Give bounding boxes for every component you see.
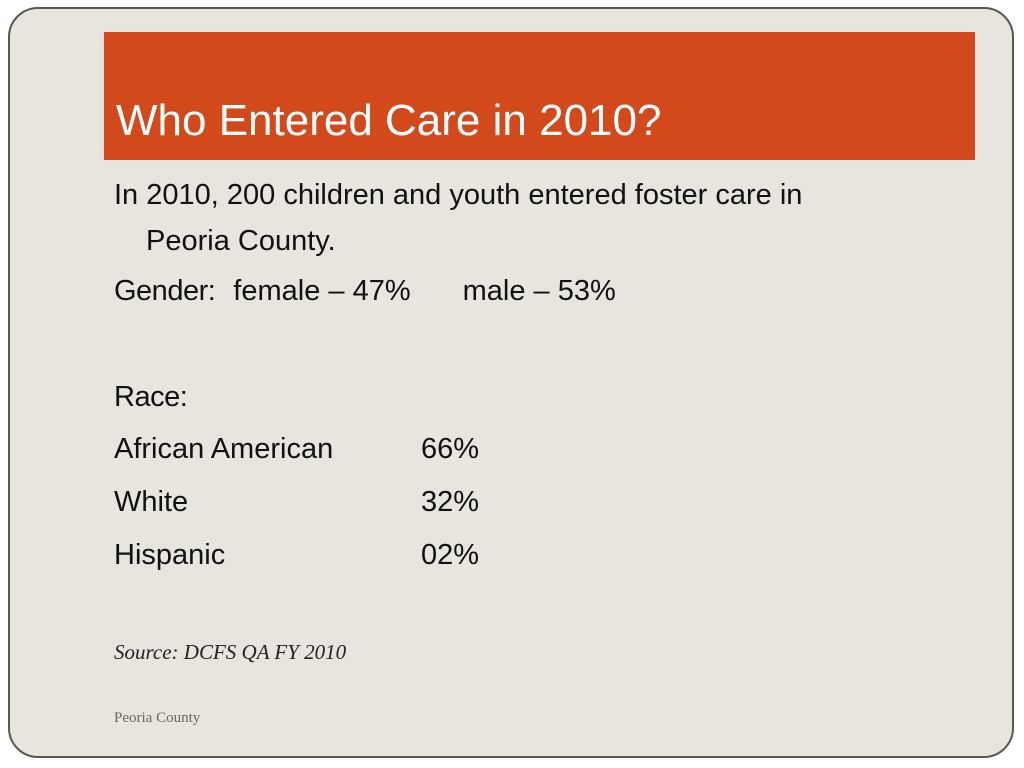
slide: Who Entered Care in 2010? In 2010, 200 c… <box>8 7 1014 758</box>
gender-female-value: female – 47% <box>233 275 411 307</box>
source-citation: Source: DCFS QA FY 2010 <box>114 640 347 664</box>
race-percent: 66% <box>421 433 480 465</box>
gender-row: Gender: female – 47% male – 53% <box>114 273 616 309</box>
slide-footer: Peoria County <box>114 710 201 726</box>
race-row-white: White 32% <box>114 484 479 520</box>
race-row-hispanic: Hispanic 02% <box>114 537 479 573</box>
race-name: White <box>114 486 189 518</box>
gender-male-value: male – 53% <box>462 275 616 307</box>
race-percent: 02% <box>421 539 480 571</box>
gender-label: Gender: <box>114 275 216 307</box>
title-bar: Who Entered Care in 2010? <box>104 32 975 160</box>
race-percent: 32% <box>421 486 480 518</box>
race-row-african-american: African American 66% <box>114 431 479 467</box>
intro-text-line-1: In 2010, 200 children and youth entered … <box>114 179 803 211</box>
race-name: Hispanic <box>114 539 226 571</box>
race-heading: Race: <box>114 381 188 413</box>
slide-title: Who Entered Care in 2010? <box>116 96 662 145</box>
intro-text-line-2: Peoria County. <box>146 225 336 257</box>
race-name: African American <box>114 433 334 465</box>
